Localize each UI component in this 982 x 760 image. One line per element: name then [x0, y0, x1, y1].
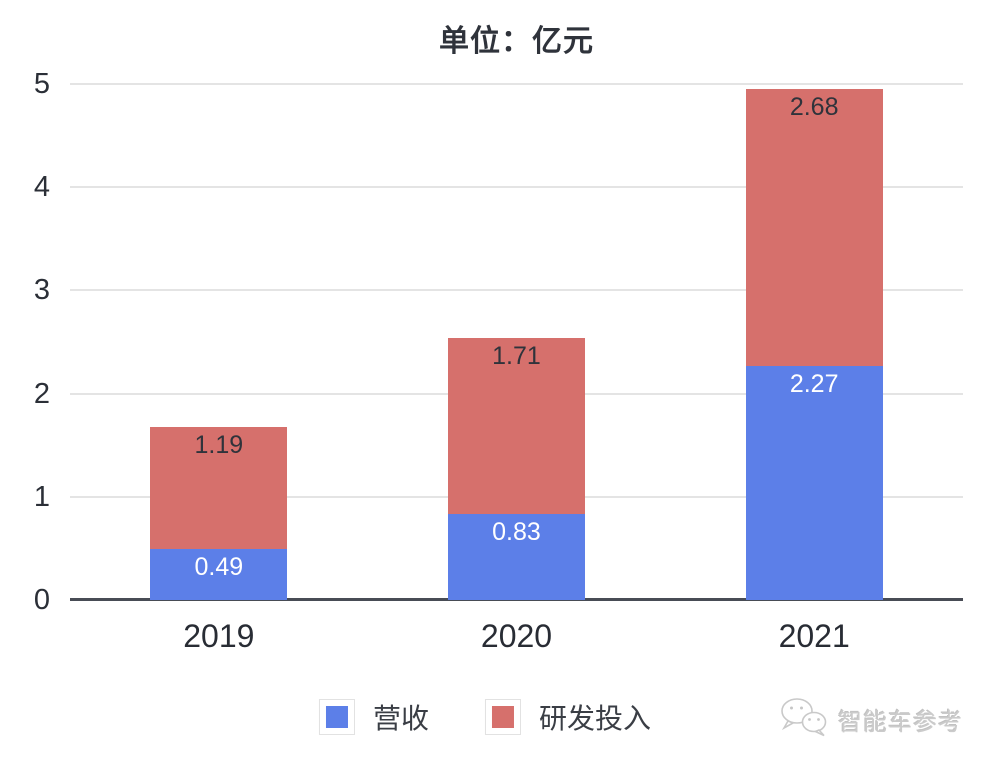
bar-segment-营收-2021: 2.27: [745, 365, 883, 600]
x-tick-label-2021: 2021: [778, 618, 850, 654]
gridline-y4: [70, 186, 963, 189]
value-label-研发投入-2021: 2.68: [789, 93, 839, 122]
legend-item-revenue: 营收: [318, 697, 429, 737]
x-tick-label-2020: 2020: [480, 618, 553, 654]
rnd-swatch-icon: [492, 706, 514, 728]
bar-segment-研发投入-2020: 1.71: [448, 337, 585, 515]
value-label-研发投入-2020: 1.71: [492, 341, 541, 370]
value-label-营收-2021: 2.27: [789, 369, 839, 398]
bar-segment-研发投入-2019: 1.19: [150, 426, 288, 550]
bar-segment-研发投入-2021: 2.68: [745, 89, 883, 366]
y-tick-label: 1: [33, 480, 50, 513]
legend-label-revenue: 营收: [372, 703, 429, 734]
x-tick-label-2019: 2019: [183, 618, 255, 654]
bar-segment-营收-2019: 0.49: [150, 549, 288, 600]
y-tick-label: 5: [33, 68, 50, 100]
gridline-y3: [70, 289, 963, 292]
legend-swatch-box: [318, 699, 355, 735]
value-label-营收-2020: 0.83: [492, 518, 541, 547]
legend-label-rnd: 研发投入: [539, 703, 652, 734]
watermark: 智能车参考: [778, 696, 963, 743]
y-tick-label: 2: [33, 377, 50, 410]
revenue-swatch-icon: [325, 706, 348, 728]
y-tick-label: 4: [33, 171, 50, 204]
watermark-text: 智能车参考: [838, 709, 963, 736]
legend-swatch-box: [485, 699, 521, 735]
wechat-bubbles-icon: [778, 696, 830, 743]
y-tick-label: 0: [33, 584, 50, 616]
gridline-y5: [70, 83, 963, 85]
value-label-研发投入-2019: 1.19: [194, 430, 244, 459]
value-label-营收-2019: 0.49: [194, 553, 244, 582]
chart-title: 单位：亿元: [439, 25, 594, 58]
legend: 营收 研发投入: [318, 697, 651, 737]
bar-segment-营收-2020: 0.83: [448, 514, 585, 600]
legend-item-rnd: 研发投入: [485, 697, 651, 737]
y-tick-label: 3: [33, 274, 50, 307]
